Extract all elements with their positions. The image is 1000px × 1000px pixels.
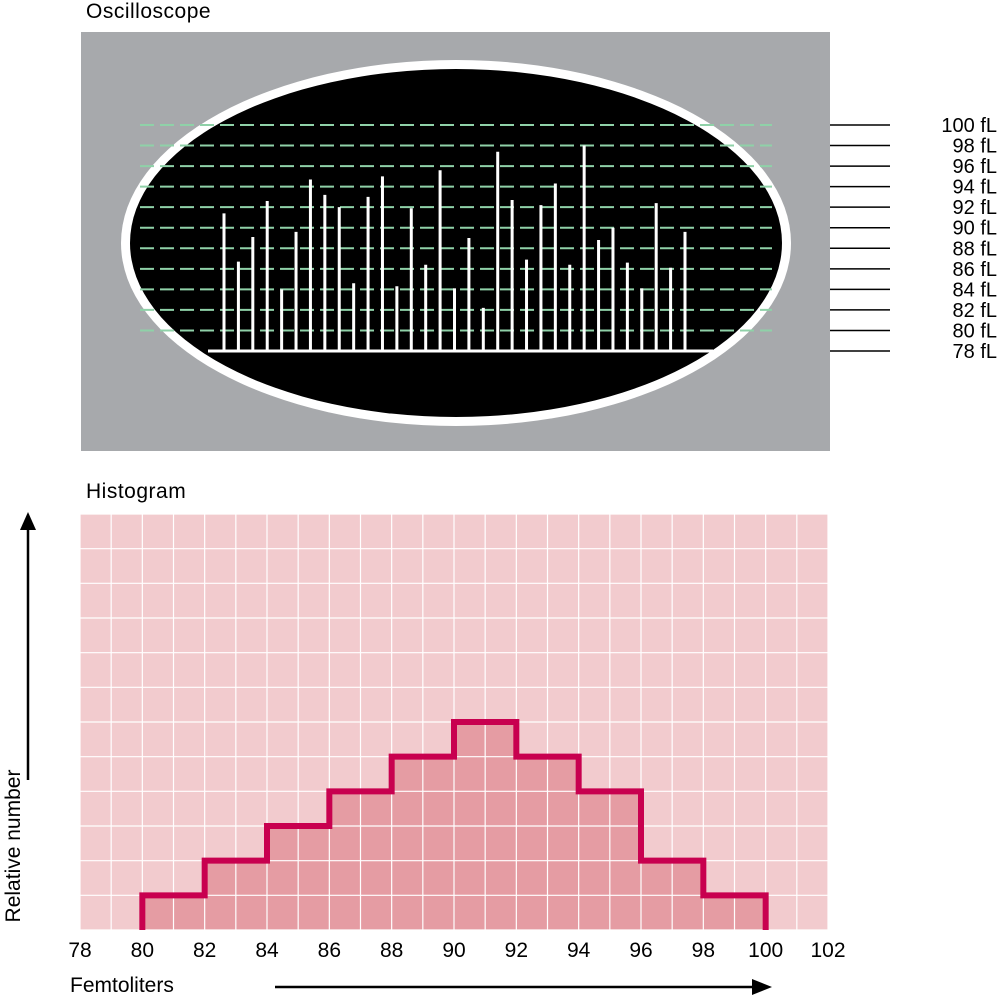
scale-label: 92 fL — [953, 197, 997, 219]
oscilloscope-title: Oscilloscope — [86, 0, 212, 23]
x-axis-arrowhead — [752, 979, 772, 995]
x-tick-label: 92 — [505, 939, 528, 962]
x-tick-label: 88 — [380, 939, 403, 962]
scale-label: 78 fL — [953, 341, 997, 363]
histogram-outline — [139, 719, 769, 930]
scale-label: 82 fL — [953, 300, 997, 322]
histogram-chart: 78 80 82 84 86 88 90 92 94 96 98 100 102 — [20, 512, 846, 995]
scale-label: 94 fL — [953, 177, 997, 199]
scale-label: 98 fL — [953, 136, 997, 158]
x-tick-label: 98 — [692, 939, 715, 962]
scale-label: 80 fL — [953, 320, 997, 342]
x-tick-label: 96 — [629, 939, 652, 962]
x-tick-label: 80 — [131, 939, 154, 962]
x-tick-label: 78 — [68, 939, 91, 962]
scale-label: 84 fL — [953, 279, 997, 301]
x-tick-label: 82 — [193, 939, 216, 962]
x-tick-label: 90 — [442, 939, 465, 962]
y-axis-label: Relative number — [2, 769, 25, 923]
x-tick-label: 94 — [567, 939, 591, 962]
scale-label: 96 fL — [953, 156, 997, 178]
scale-label: 86 fL — [953, 259, 997, 281]
x-tick-label: 102 — [810, 939, 845, 962]
x-axis-label: Femtoliters — [70, 974, 174, 997]
x-tick-label: 100 — [748, 939, 783, 962]
y-axis-arrowhead — [20, 512, 36, 530]
x-tick-label: 86 — [318, 939, 341, 962]
scale-label: 88 fL — [953, 238, 997, 260]
scale-label: 90 fL — [953, 218, 997, 240]
x-tick-label: 84 — [255, 939, 279, 962]
scale-label: 100 fL — [941, 115, 997, 137]
histogram-title: Histogram — [86, 480, 187, 503]
